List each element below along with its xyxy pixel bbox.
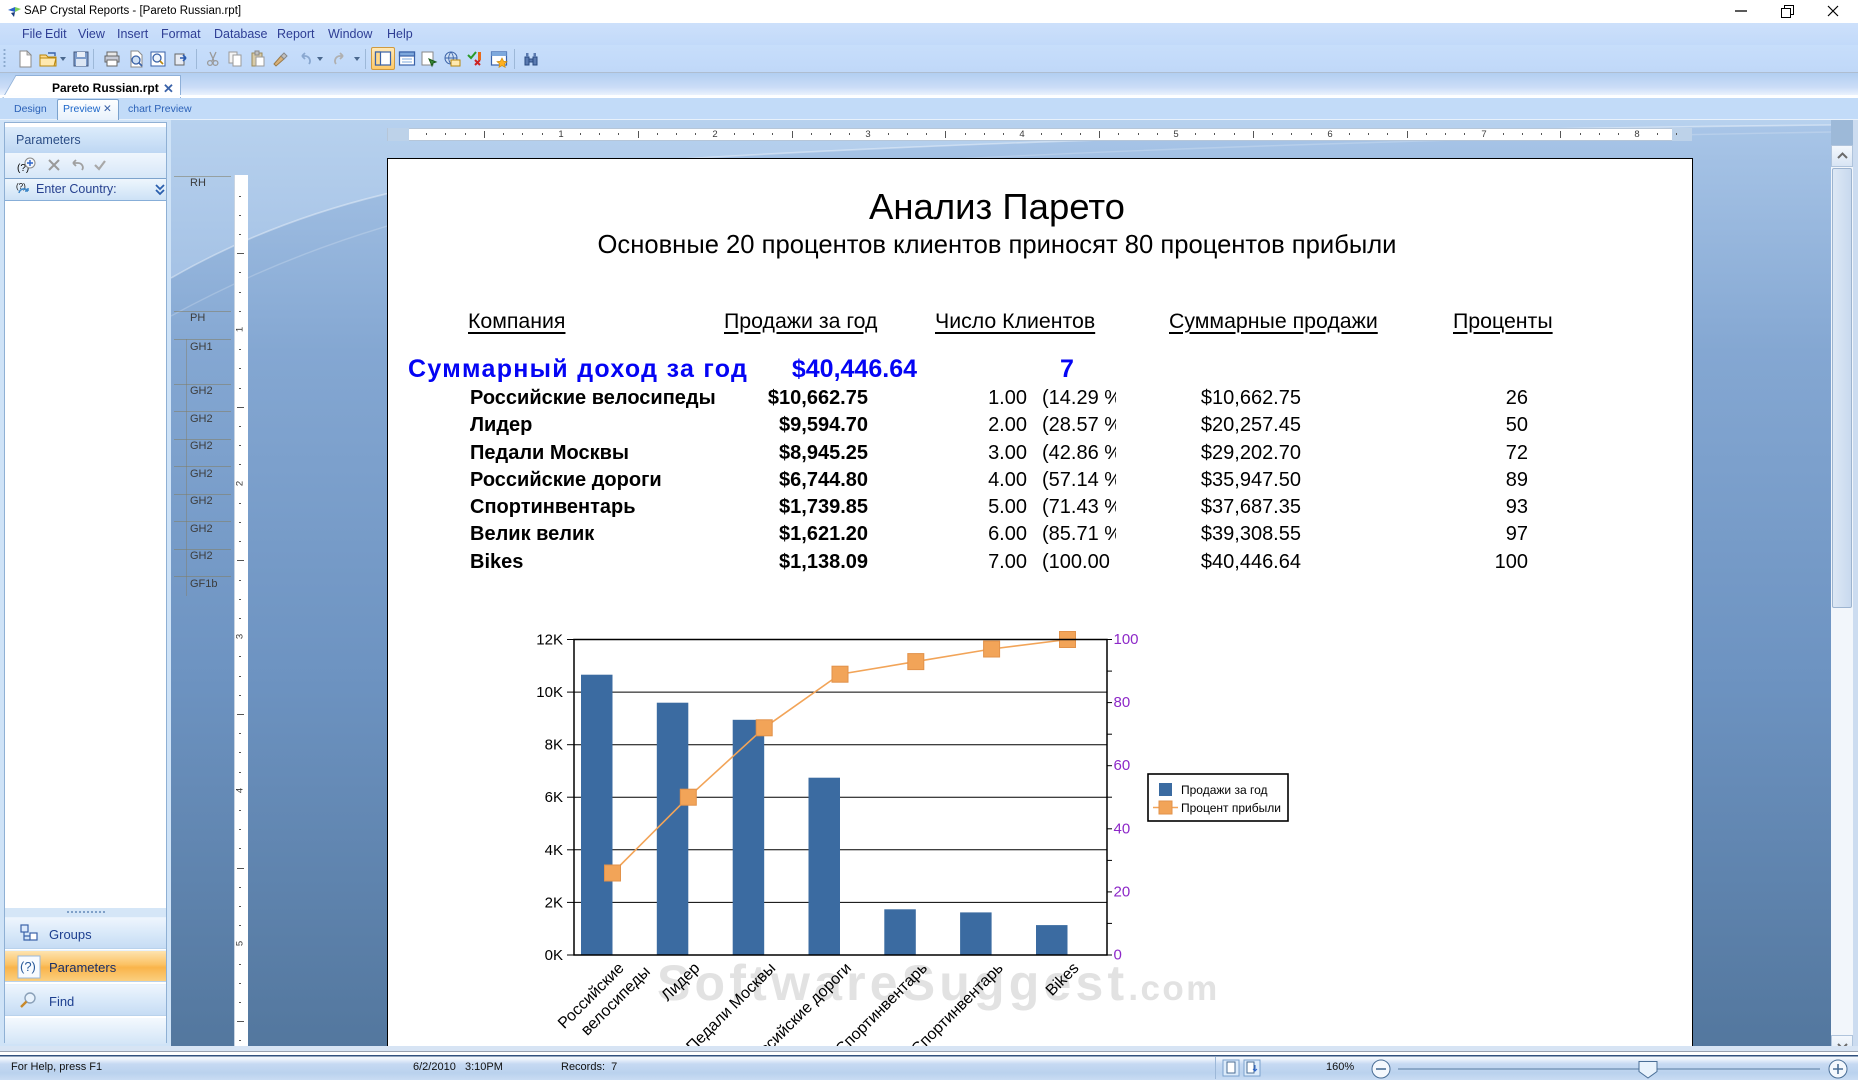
- svg-text:0: 0: [1114, 947, 1122, 964]
- svg-text:12K: 12K: [536, 632, 563, 649]
- svg-text:(?): (?): [16, 182, 26, 191]
- svg-text:100: 100: [1114, 631, 1139, 648]
- svg-text:60: 60: [1114, 757, 1131, 774]
- svg-text:Bikes: Bikes: [1043, 960, 1083, 1000]
- svg-text:4K: 4K: [545, 842, 563, 859]
- svg-text:Российскиевелосипеды: Российскиевелосипеды: [555, 948, 654, 1047]
- svg-text:(?): (?): [17, 163, 29, 174]
- svg-text:0K: 0K: [545, 947, 563, 964]
- svg-text:80: 80: [1114, 694, 1131, 711]
- svg-text:40: 40: [1114, 820, 1131, 837]
- svg-text:8K: 8K: [545, 737, 563, 754]
- svg-text:10K: 10K: [536, 684, 563, 701]
- svg-text:Процент прибыли: Процент прибыли: [1181, 801, 1281, 815]
- svg-text:Лидер: Лидер: [658, 960, 703, 1005]
- svg-text:2K: 2K: [545, 894, 563, 911]
- svg-text:(?): (?): [20, 959, 36, 974]
- svg-text:6K: 6K: [545, 789, 563, 806]
- svg-text:Продажи за год: Продажи за год: [1181, 783, 1267, 797]
- svg-text:20: 20: [1114, 883, 1131, 900]
